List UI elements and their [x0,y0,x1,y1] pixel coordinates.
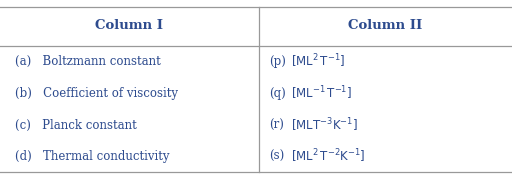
Text: $[\mathrm{ML}^{-1}\,\mathrm{T}^{-1}]$: $[\mathrm{ML}^{-1}\,\mathrm{T}^{-1}]$ [291,84,352,102]
Text: (r): (r) [269,118,284,131]
Text: $[\mathrm{MLT}^{-3}\mathrm{K}^{-1}]$: $[\mathrm{MLT}^{-3}\mathrm{K}^{-1}]$ [291,116,358,134]
Text: (q): (q) [269,87,286,100]
Text: Column II: Column II [348,19,422,32]
Text: (p): (p) [269,55,286,68]
Text: (s): (s) [269,150,284,163]
Text: Column I: Column I [95,19,163,32]
Text: (a)   Boltzmann constant: (a) Boltzmann constant [15,55,161,68]
Text: (c)   Planck constant: (c) Planck constant [15,118,137,131]
Text: (d)   Thermal conductivity: (d) Thermal conductivity [15,150,170,163]
Text: $[\mathrm{ML}^{2}\,\mathrm{T}^{-1}]$: $[\mathrm{ML}^{2}\,\mathrm{T}^{-1}]$ [291,53,345,70]
Text: (b)   Coefficient of viscosity: (b) Coefficient of viscosity [15,87,178,100]
Text: $[\mathrm{ML}^{2}\,\mathrm{T}^{-2}\mathrm{K}^{-1}]$: $[\mathrm{ML}^{2}\,\mathrm{T}^{-2}\mathr… [291,148,366,165]
